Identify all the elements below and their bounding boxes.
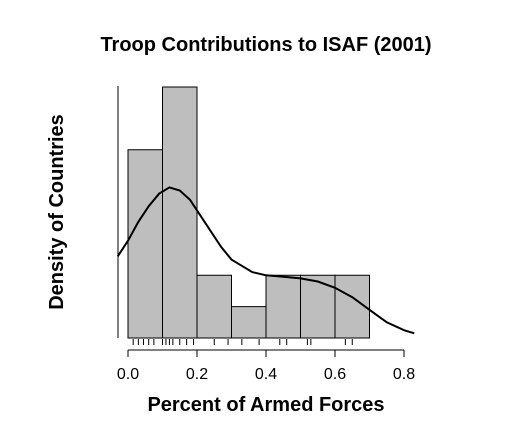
density-curve bbox=[116, 186, 415, 335]
chart-title: Troop Contributions to ISAF (2001) bbox=[100, 34, 431, 56]
x-tick-label-1: 0.2 bbox=[186, 366, 208, 383]
histogram-bar-3 bbox=[231, 306, 267, 339]
histogram-bar-2 bbox=[196, 274, 232, 339]
x-axis: 0.0 0.2 0.4 0.6 0.8 bbox=[117, 349, 415, 383]
histogram-bar-1 bbox=[162, 86, 198, 339]
rug-marks bbox=[132, 339, 353, 345]
x-tick-label-0: 0.0 bbox=[117, 366, 139, 383]
histogram-bar-5 bbox=[300, 274, 336, 339]
histogram-bar-0 bbox=[127, 149, 163, 339]
histogram-bars bbox=[127, 86, 370, 339]
histogram-bar-4 bbox=[265, 274, 301, 339]
y-axis-label: Density of Countries bbox=[46, 114, 68, 310]
x-tick-label-3: 0.6 bbox=[324, 366, 346, 383]
x-tick-label-2: 0.4 bbox=[255, 366, 277, 383]
x-tick-label-4: 0.8 bbox=[393, 366, 415, 383]
x-axis-label: Percent of Armed Forces bbox=[147, 394, 384, 416]
